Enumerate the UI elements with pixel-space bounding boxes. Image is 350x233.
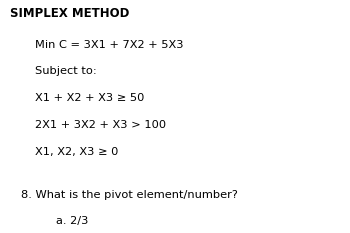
Text: Subject to:: Subject to:	[35, 66, 97, 76]
Text: X1, X2, X3 ≥ 0: X1, X2, X3 ≥ 0	[35, 147, 118, 157]
Text: SIMPLEX METHOD: SIMPLEX METHOD	[10, 7, 130, 20]
Text: 2X1 + 3X2 + X3 > 100: 2X1 + 3X2 + X3 > 100	[35, 120, 166, 130]
Text: Min C = 3X1 + 7X2 + 5X3: Min C = 3X1 + 7X2 + 5X3	[35, 40, 183, 50]
Text: 8. What is the pivot element/number?: 8. What is the pivot element/number?	[21, 190, 238, 200]
Text: a. 2/3: a. 2/3	[56, 216, 88, 226]
Text: X1 + X2 + X3 ≥ 50: X1 + X2 + X3 ≥ 50	[35, 93, 144, 103]
